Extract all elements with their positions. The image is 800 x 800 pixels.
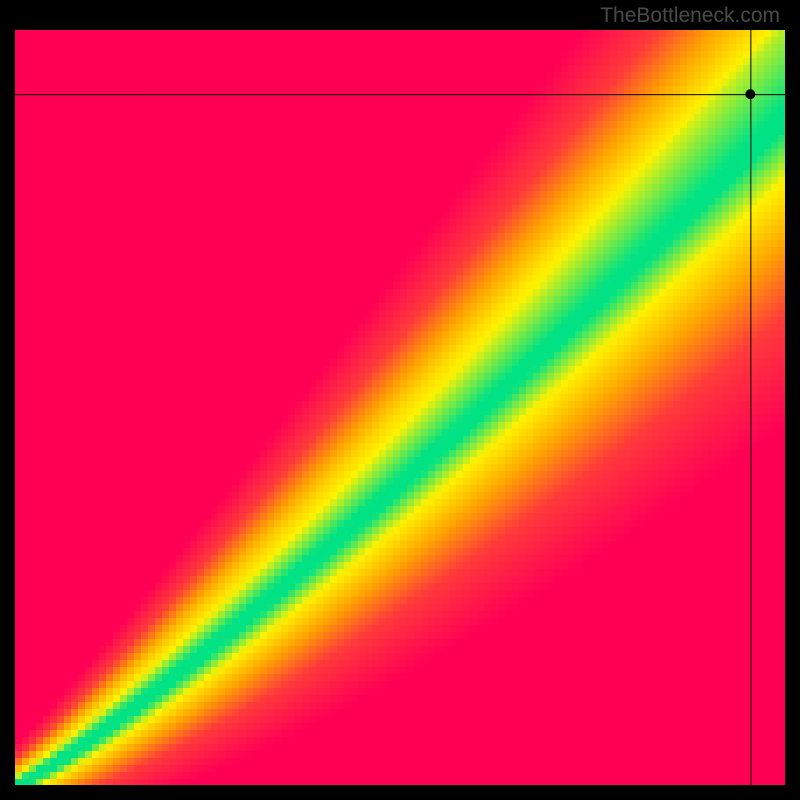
chart-container: TheBottleneck.com [0, 0, 800, 800]
heatmap-plot-area [15, 30, 785, 785]
heatmap-canvas [15, 30, 785, 785]
watermark-text: TheBottleneck.com [600, 4, 780, 28]
